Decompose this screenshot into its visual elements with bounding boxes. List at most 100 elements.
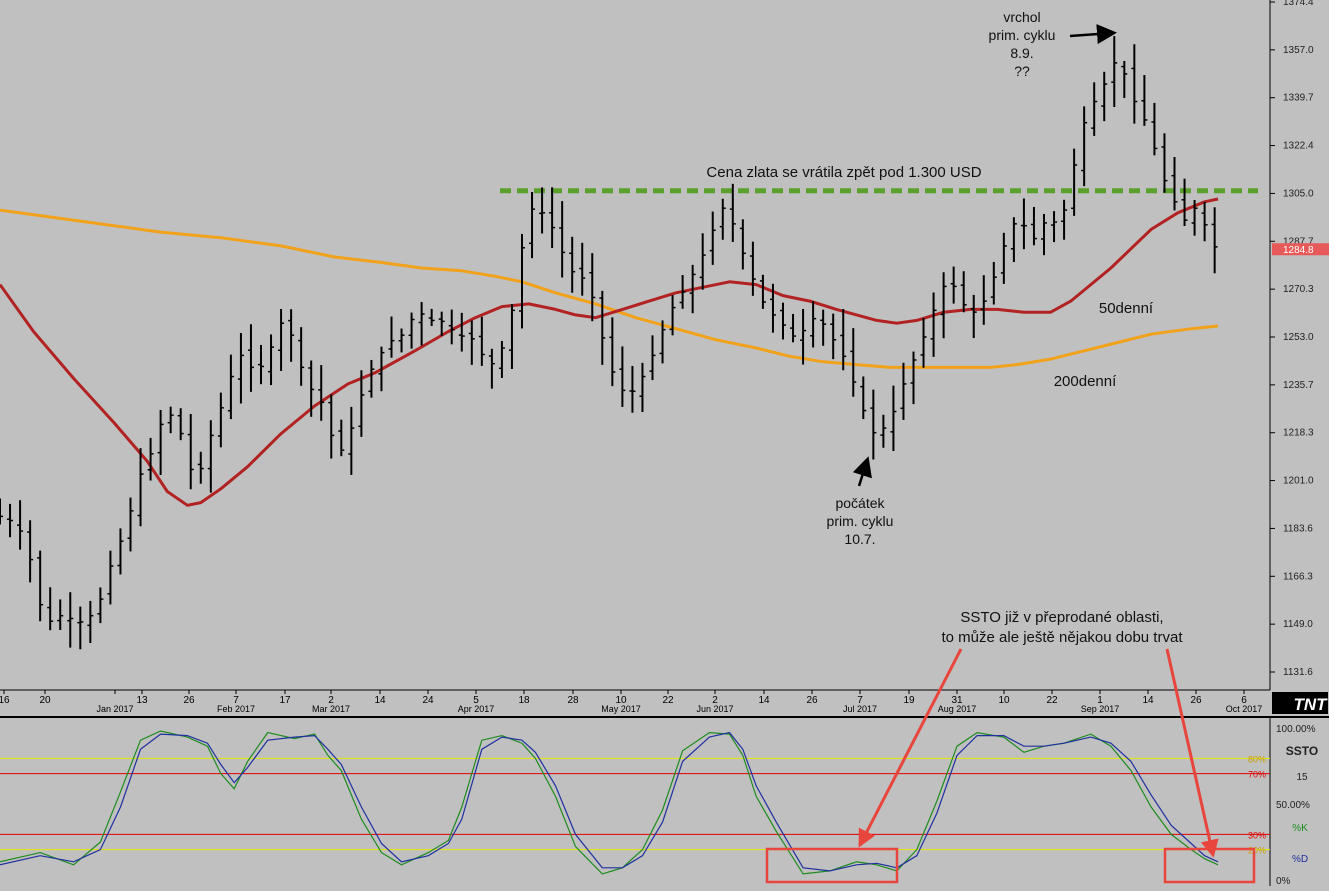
ohlc-bar (117, 528, 124, 575)
time-month-label: Apr 2017 (458, 704, 495, 714)
time-month-label: Jun 2017 (696, 704, 733, 714)
time-tick-label: 22 (662, 695, 674, 706)
ohlc-bar (539, 187, 546, 234)
ma200-label: 200denní (1054, 373, 1117, 390)
ohlc-bar (368, 359, 375, 398)
ssto-tick-label: 100.00% (1276, 724, 1316, 735)
time-tick-label: 14 (758, 695, 770, 706)
ohlc-bar (157, 409, 164, 475)
ohlc-bar (1081, 106, 1088, 187)
highlight-box-left (765, 847, 899, 884)
time-tick-label: 18 (518, 695, 530, 706)
ssto-period: 15 (1296, 772, 1308, 783)
ohlc-bar (1051, 211, 1058, 243)
time-tick-label: 5 (473, 695, 479, 706)
ssto-annotation-line: SSTO již v přeprodané oblasti, (960, 609, 1163, 626)
ohlc-bar (1111, 36, 1118, 107)
time-tick-label: 26 (183, 695, 195, 706)
ohlc-bar (559, 201, 566, 278)
ssto-tick-label: 50.00% (1276, 800, 1310, 811)
ohlc-bar (398, 328, 405, 353)
ohlc-bar (348, 406, 355, 475)
ohlc-bar (237, 332, 244, 404)
time-tick-label: 19 (903, 695, 915, 706)
ohlc-bar (338, 419, 345, 457)
time-tick-label: 24 (422, 695, 434, 706)
time-tick-label: 14 (1142, 695, 1154, 706)
peak-arrow (1069, 24, 1117, 45)
ohlc-bar (488, 348, 495, 389)
ohlc-bar (1121, 60, 1128, 99)
time-tick-label: 13 (136, 695, 148, 706)
time-month-label: Jul 2017 (843, 704, 877, 714)
ohlc-bar (87, 600, 94, 644)
ohlc-bar (127, 497, 134, 552)
ohlc-bar (960, 271, 967, 313)
ohlc-bar (769, 283, 776, 333)
time-month-label: Jan 2017 (96, 704, 133, 714)
ohlc-bar (77, 606, 84, 650)
ohlc-bar (227, 354, 234, 420)
price-tick-label: 1339.7 (1283, 93, 1314, 104)
ohlc-bar (328, 394, 335, 459)
ohlc-bar (910, 351, 917, 405)
ohlc-bar (699, 233, 706, 290)
trough-annotation-line: počátek (835, 495, 885, 511)
ohlc-bar (17, 500, 24, 550)
ohlc-bar (930, 292, 937, 357)
ohlc-bar (197, 451, 204, 484)
ohlc-bar (1191, 200, 1198, 236)
ma50-label: 50denní (1099, 300, 1154, 317)
time-month-label: May 2017 (601, 704, 641, 714)
ssto-panel-bg (0, 718, 1270, 886)
time-month-label: Mar 2017 (312, 704, 350, 714)
ohlc-bar (1020, 198, 1027, 250)
ohlc-bar (318, 365, 325, 421)
ohlc-bar (739, 219, 746, 270)
ohlc-bar (1141, 75, 1148, 126)
ssto-panel: 80% 70% 30% 20% 100.00% 50.00% 0% SSTO 15 %K %D (0, 716, 1329, 887)
ohlc-bar (428, 308, 435, 326)
ohlc-bar (438, 311, 445, 336)
ssto-level-label: 30% (1248, 830, 1266, 840)
time-month-label: Feb 2017 (217, 704, 255, 714)
ohlc-bar (268, 334, 275, 386)
ohlc-bar (418, 301, 425, 346)
ohlc-bar (609, 317, 616, 387)
ohlc-bar (1091, 82, 1098, 136)
ssto-indicator-name: SSTO (1286, 744, 1318, 758)
ssto-level-label: 80% (1248, 754, 1266, 764)
price-tick-label: 1235.7 (1283, 380, 1314, 391)
time-tick-label: 2 (328, 695, 334, 706)
ohlc-bar (187, 413, 194, 490)
time-tick-label: 7 (857, 695, 863, 706)
ohlc-bar (870, 389, 877, 460)
time-axis-bg (0, 690, 1329, 716)
ohlc-bar (830, 313, 837, 360)
time-tick-label: 22 (1046, 695, 1058, 706)
ohlc-bar (308, 360, 315, 417)
price-tick-label: 1374.4 (1283, 0, 1314, 8)
trough-annotation-line: 10.7. (844, 531, 875, 547)
ohlc-bar (207, 420, 214, 493)
ohlc-bar (569, 236, 576, 293)
ohlc-bar (990, 261, 997, 305)
ohlc-bar (689, 264, 696, 314)
price-axis-bg (1270, 0, 1329, 690)
ohlc-bar (278, 308, 285, 371)
ohlc-bar (57, 599, 64, 630)
ohlc-bar (448, 309, 455, 345)
ohlc-bar (258, 344, 264, 385)
time-tick-label: 14 (374, 695, 386, 706)
ma200-line (0, 208, 1219, 369)
ohlc-bar (679, 275, 686, 309)
ohlc-bar (1071, 148, 1078, 216)
ohlc-bar (358, 370, 365, 437)
price-tick-label: 1305.0 (1283, 188, 1314, 199)
ohlc-bar (790, 313, 797, 343)
ohlc-bar (759, 274, 766, 309)
price-tick-label: 1131.6 (1283, 667, 1313, 678)
ohlc-bar (288, 309, 295, 362)
